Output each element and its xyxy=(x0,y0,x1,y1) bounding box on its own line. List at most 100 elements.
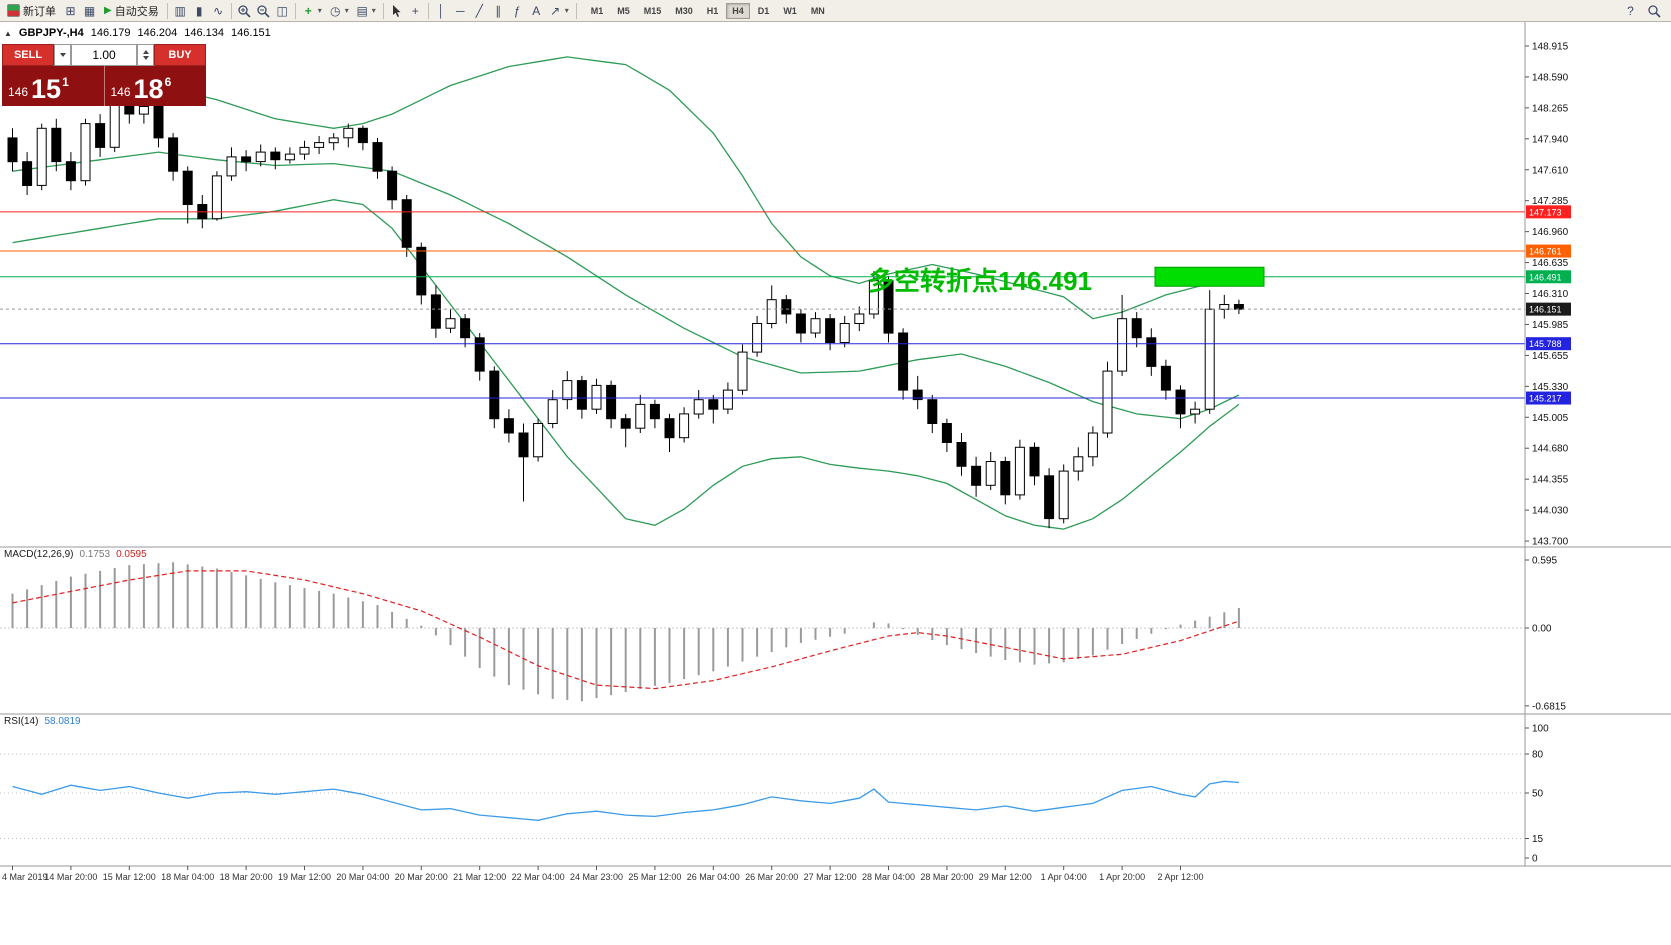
rsi-header: RSI(14) 58.0819 xyxy=(4,716,81,727)
ohlc-close: 146.151 xyxy=(231,27,271,39)
volume-input[interactable]: 1.00 xyxy=(71,44,137,66)
svg-text:144.355: 144.355 xyxy=(1532,475,1569,486)
svg-text:146.310: 146.310 xyxy=(1532,289,1569,300)
search-icon[interactable] xyxy=(1644,2,1663,20)
timeframe-m30[interactable]: M30 xyxy=(675,5,693,16)
panel-collapse-icon[interactable]: ▲ xyxy=(4,28,12,38)
timeframe-h1[interactable]: H1 xyxy=(706,5,719,16)
help-icon[interactable]: ? xyxy=(1627,3,1634,18)
timeframe-m1[interactable]: M1 xyxy=(590,5,604,16)
caret-up-icon xyxy=(142,50,149,54)
bar-chart-icon[interactable]: ▥ xyxy=(174,3,186,18)
svg-text:148.590: 148.590 xyxy=(1532,72,1569,83)
svg-text:148.915: 148.915 xyxy=(1532,42,1569,53)
sell-price-display[interactable]: 146 15 1 xyxy=(2,66,104,106)
svg-text:50: 50 xyxy=(1532,789,1544,800)
svg-text:0: 0 xyxy=(1532,854,1538,865)
svg-text:148.265: 148.265 xyxy=(1532,103,1569,114)
indicators-dropdown-icon[interactable]: ▾ xyxy=(317,6,322,15)
horizontal-line-tool-icon[interactable]: ─ xyxy=(455,3,465,18)
svg-text:147.173: 147.173 xyxy=(1529,207,1562,217)
svg-text:2 Apr 12:00: 2 Apr 12:00 xyxy=(1157,872,1203,882)
svg-text:20 Mar 20:00: 20 Mar 20:00 xyxy=(395,872,448,882)
svg-text:25 Mar 12:00: 25 Mar 12:00 xyxy=(628,872,681,882)
volume-decrease-button[interactable] xyxy=(54,44,71,66)
macd-header: MACD(12,26,9) 0.1753 0.0595 xyxy=(4,549,147,560)
trendline-tool-icon[interactable]: ╱ xyxy=(475,3,483,18)
rsi-pane: 100 80 50 15 0 xyxy=(0,724,1549,865)
svg-text:4 Mar 2019: 4 Mar 2019 xyxy=(2,872,48,882)
toolbar-separator xyxy=(166,2,168,19)
new-chart-icon[interactable]: ⊞ xyxy=(65,3,76,18)
trade-panel-controls: SELL 1.00 BUY xyxy=(2,44,206,66)
svg-text:27 Mar 12:00: 27 Mar 12:00 xyxy=(804,872,857,882)
indicators-icon[interactable]: + xyxy=(304,3,312,18)
autotrading-button[interactable]: ▶ 自动交易 xyxy=(99,2,164,20)
sell-price-sup: 1 xyxy=(62,75,69,89)
buy-button[interactable]: BUY xyxy=(154,44,206,66)
symbol-info: ▲ GBPJPY-,H4 146.179 146.204 146.134 146… xyxy=(4,27,271,39)
periods-icon[interactable]: ◷ xyxy=(329,3,341,18)
svg-text:144.680: 144.680 xyxy=(1532,444,1569,455)
timeframe-m5[interactable]: M5 xyxy=(617,5,630,16)
svg-text:146.635: 146.635 xyxy=(1532,258,1569,269)
svg-text:28 Mar 20:00: 28 Mar 20:00 xyxy=(920,872,973,882)
timeframe-h4[interactable]: H4 xyxy=(726,2,750,19)
buy-price-display[interactable]: 146 18 6 xyxy=(103,66,207,106)
svg-text:-0.6815: -0.6815 xyxy=(1532,701,1566,712)
svg-text:20 Mar 04:00: 20 Mar 04:00 xyxy=(336,872,389,882)
periods-dropdown-icon[interactable]: ▾ xyxy=(344,6,349,15)
templates-dropdown-icon[interactable]: ▾ xyxy=(371,6,376,15)
candlestick-series xyxy=(7,89,1244,529)
svg-text:28 Mar 04:00: 28 Mar 04:00 xyxy=(862,872,915,882)
arrows-tool-icon[interactable]: ↗ xyxy=(550,3,561,18)
timeframe-w1[interactable]: W1 xyxy=(783,5,797,16)
sell-button[interactable]: SELL xyxy=(2,44,54,66)
toolbar-separator xyxy=(575,2,577,19)
fibonacci-tool-icon[interactable]: ƒ xyxy=(513,3,521,18)
macd-signal-value: 0.0595 xyxy=(116,549,147,560)
svg-text:143.700: 143.700 xyxy=(1532,537,1569,548)
volume-stepper[interactable] xyxy=(137,44,154,66)
svg-text:1 Apr 04:00: 1 Apr 04:00 xyxy=(1041,872,1087,882)
chart-annotation: 多空转折点146.491 xyxy=(868,266,1265,296)
price-chart-canvas[interactable]: 147.173 146.761 146.491 145.788 145.217 146.1… xyxy=(0,22,1671,945)
templates-icon[interactable]: ▤ xyxy=(356,3,368,18)
cursor-icon[interactable] xyxy=(387,2,406,20)
price-axis: 148.915 148.590 148.265 147.940 147.610 147.2… xyxy=(0,22,1671,867)
macd-pane: 0.595 0.00 -0.6815 xyxy=(0,555,1566,712)
toolbar-separator xyxy=(382,2,384,19)
svg-text:19 Mar 12:00: 19 Mar 12:00 xyxy=(278,872,331,882)
vertical-line-tool-icon[interactable]: │ xyxy=(437,3,445,18)
sell-price-prefix: 146 xyxy=(8,85,29,99)
symbol-name: GBPJPY-,H4 xyxy=(18,27,84,39)
zoom-in-icon[interactable] xyxy=(235,2,254,20)
svg-text:144.030: 144.030 xyxy=(1532,506,1569,517)
svg-text:145.005: 145.005 xyxy=(1532,413,1569,424)
svg-text:146.151: 146.151 xyxy=(1529,305,1562,315)
new-order-button[interactable]: 新订单 xyxy=(2,2,61,20)
timeframe-mn[interactable]: MN xyxy=(810,5,825,16)
caret-down-icon xyxy=(142,56,149,60)
svg-text:26 Mar 20:00: 26 Mar 20:00 xyxy=(745,872,798,882)
svg-text:18 Mar 20:00: 18 Mar 20:00 xyxy=(220,872,273,882)
timeframe-m15[interactable]: M15 xyxy=(643,5,662,16)
svg-text:145.985: 145.985 xyxy=(1532,320,1569,331)
highlight-rectangle xyxy=(1154,266,1265,287)
timeframe-d1[interactable]: D1 xyxy=(757,5,770,16)
crosshair-icon[interactable]: + xyxy=(411,3,419,18)
timeframe-group: M1 M5 M15 M30 H1 H4 D1 W1 MN xyxy=(584,2,832,19)
tile-windows-icon[interactable]: ◫ xyxy=(276,3,288,18)
line-chart-icon[interactable]: ∿ xyxy=(213,3,224,18)
candlestick-chart-icon[interactable]: ▮ xyxy=(195,3,203,18)
text-tool-icon[interactable]: A xyxy=(532,3,541,18)
channel-tool-icon[interactable]: ∥ xyxy=(495,3,502,18)
arrows-dropdown-icon[interactable]: ▾ xyxy=(564,6,569,15)
caret-down-icon xyxy=(59,53,66,57)
turning-point-annotation: 多空转折点146.491 xyxy=(868,266,1092,296)
svg-text:29 Mar 12:00: 29 Mar 12:00 xyxy=(979,872,1032,882)
zoom-out-icon[interactable] xyxy=(254,2,273,20)
svg-text:145.788: 145.788 xyxy=(1529,339,1562,349)
profiles-icon[interactable]: ▦ xyxy=(83,3,96,18)
